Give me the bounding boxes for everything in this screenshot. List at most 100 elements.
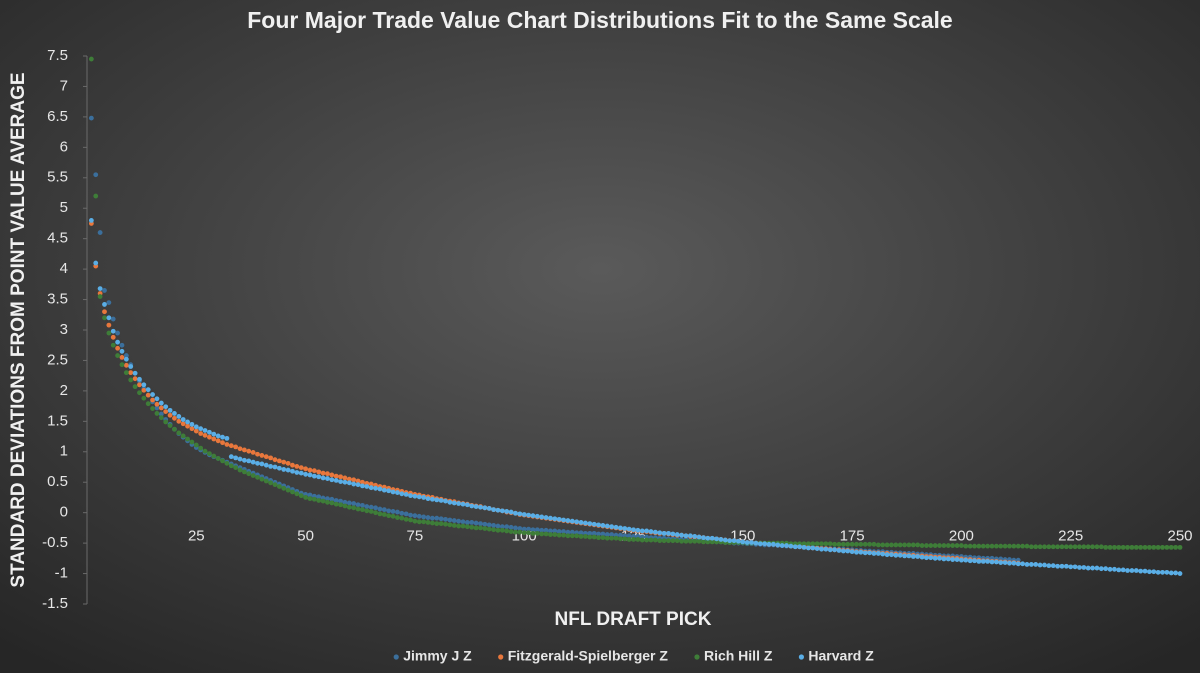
point (464, 520, 470, 525)
point (285, 467, 291, 473)
y-tick-label: 3.5 (47, 291, 68, 308)
point (670, 531, 676, 537)
point (469, 524, 475, 530)
legend-marker (393, 654, 399, 660)
point (491, 523, 496, 528)
point (141, 387, 147, 393)
point (486, 506, 492, 511)
point (854, 549, 859, 555)
point (709, 539, 715, 545)
x-tick-label: 225 (1058, 528, 1083, 545)
point (412, 513, 418, 519)
point (399, 491, 405, 497)
point (1120, 544, 1126, 550)
point (425, 520, 431, 525)
point (303, 466, 308, 472)
point (1090, 565, 1095, 571)
point (250, 459, 256, 465)
point (657, 538, 663, 544)
point (569, 533, 575, 539)
point (311, 473, 317, 479)
point (167, 407, 173, 413)
point (123, 370, 129, 376)
point (539, 527, 545, 533)
point (255, 451, 260, 457)
point (408, 493, 413, 499)
point (373, 510, 378, 516)
point (386, 513, 392, 519)
point (805, 545, 811, 551)
point (788, 543, 794, 549)
point (849, 541, 855, 547)
point (137, 376, 142, 382)
point (250, 473, 256, 478)
point (211, 453, 217, 459)
point (508, 529, 514, 534)
point (600, 523, 606, 528)
point (172, 415, 177, 421)
point (447, 499, 453, 505)
point (504, 524, 510, 530)
point (102, 315, 107, 321)
point (1055, 544, 1060, 550)
point (395, 515, 400, 520)
point (652, 529, 658, 535)
point (325, 476, 330, 481)
point (967, 558, 973, 564)
point (491, 507, 496, 513)
point (224, 442, 230, 447)
point (1116, 567, 1122, 573)
point (473, 520, 479, 526)
point (985, 543, 991, 549)
point (556, 532, 562, 538)
point (193, 442, 199, 448)
y-tick-label: 6 (60, 138, 68, 155)
point (290, 489, 295, 495)
point (368, 509, 374, 514)
point (548, 528, 553, 534)
point (687, 533, 693, 539)
point (88, 115, 94, 121)
point (687, 538, 693, 544)
point (495, 527, 501, 533)
point (1068, 544, 1074, 550)
point (115, 345, 121, 351)
point (189, 421, 195, 427)
point (290, 462, 295, 468)
point (220, 458, 225, 464)
point (311, 496, 317, 502)
point (1090, 544, 1095, 550)
point (884, 552, 890, 558)
point (303, 471, 308, 477)
point (263, 454, 269, 460)
point (578, 520, 584, 525)
point (193, 424, 199, 430)
point (499, 524, 505, 530)
point (617, 536, 623, 542)
point (967, 543, 973, 549)
point (263, 478, 269, 484)
y-tick-label: 7 (60, 77, 68, 94)
point (1046, 563, 1052, 569)
point (963, 543, 969, 549)
point (1133, 568, 1139, 573)
point (482, 526, 488, 531)
point (180, 421, 186, 427)
point (399, 510, 405, 516)
point (1164, 544, 1170, 550)
point (189, 439, 195, 445)
point (1155, 544, 1161, 550)
point (1151, 569, 1157, 575)
point (294, 470, 300, 475)
point (1002, 543, 1008, 549)
point (478, 504, 483, 510)
point (373, 485, 378, 491)
point (1085, 565, 1091, 571)
point (534, 527, 540, 533)
point (408, 512, 413, 518)
point (399, 515, 405, 521)
point (1007, 543, 1012, 549)
point (635, 527, 641, 533)
point (228, 443, 234, 449)
point (202, 448, 208, 454)
